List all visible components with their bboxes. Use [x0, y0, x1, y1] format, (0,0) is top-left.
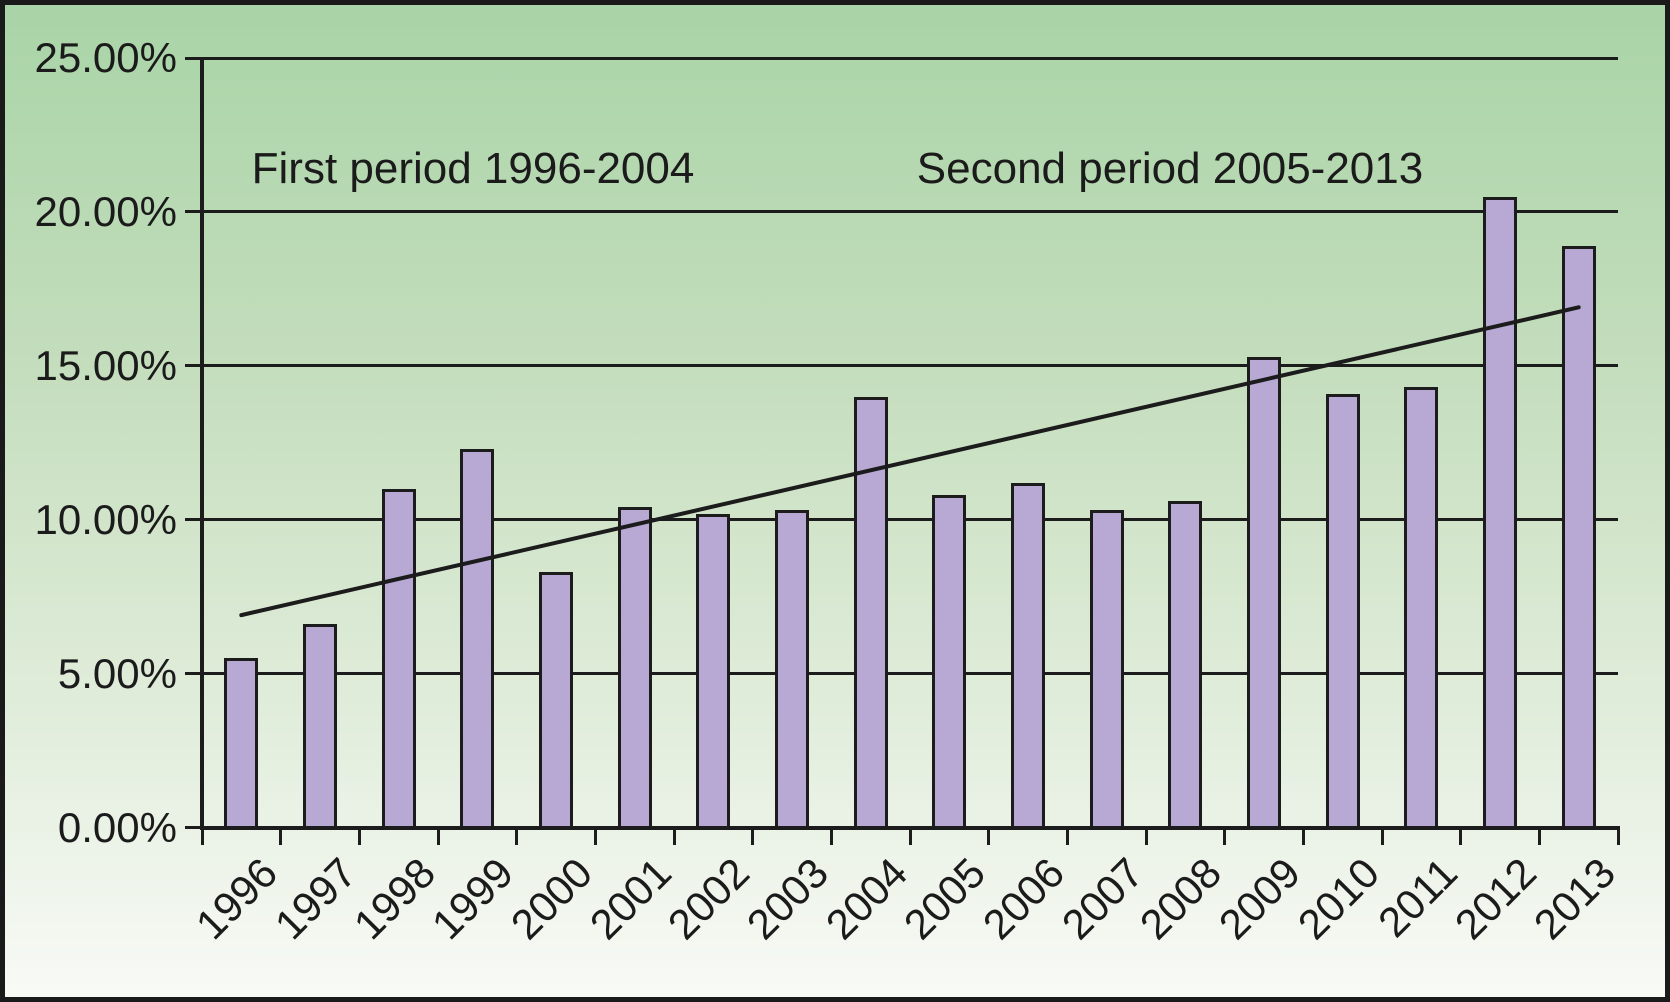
- y-axis-tick: [185, 518, 202, 522]
- x-axis-tick: [436, 827, 440, 845]
- x-axis-tick: [1065, 827, 1069, 845]
- x-axis-tick: [672, 827, 676, 845]
- bar-2001: [617, 507, 652, 828]
- bar-2011: [1404, 387, 1439, 828]
- trend-line-overlay: [239, 305, 1581, 618]
- y-axis-tick: [185, 364, 202, 368]
- bar-2013: [1561, 245, 1596, 828]
- x-axis-tick: [1616, 827, 1620, 845]
- gridline-10: [202, 518, 1618, 522]
- x-axis-line: [200, 825, 1620, 830]
- y-axis-label: 15.00%: [34, 341, 177, 389]
- x-axis-tick: [1301, 827, 1305, 845]
- bar-2003: [775, 510, 809, 828]
- y-axis-tick: [185, 210, 202, 214]
- x-axis-tick: [357, 827, 361, 845]
- x-axis-tick: [515, 827, 519, 845]
- x-axis-tick: [200, 827, 204, 845]
- y-axis-label: 10.00%: [34, 495, 177, 543]
- gridline-25: [202, 56, 1618, 60]
- y-axis-tick: [185, 826, 202, 829]
- gridline-15: [202, 364, 1618, 368]
- bar-2000: [539, 572, 573, 828]
- x-axis-tick: [829, 827, 833, 845]
- bar-2012: [1483, 196, 1517, 828]
- annotation-first-period: First period 1996-2004: [251, 144, 695, 193]
- bar-1999: [460, 448, 495, 828]
- y-axis-tick: [185, 672, 202, 676]
- bar-2002: [696, 513, 731, 828]
- y-axis-label: 0.00%: [57, 803, 177, 851]
- x-axis-tick: [1537, 827, 1541, 845]
- bar-2008: [1168, 501, 1203, 828]
- bar-1998: [381, 488, 416, 828]
- x-axis-tick: [279, 827, 283, 845]
- bar-2009: [1247, 356, 1281, 828]
- y-axis-label: 5.00%: [57, 649, 177, 697]
- y-axis-line: [200, 58, 204, 830]
- bar-2010: [1325, 393, 1360, 828]
- y-axis-label: 20.00%: [34, 187, 177, 235]
- x-axis-tick: [593, 827, 597, 845]
- x-axis-tick: [987, 827, 991, 845]
- trend-line: [239, 305, 1581, 618]
- bar-1996: [224, 658, 259, 828]
- x-axis-tick: [1459, 827, 1463, 845]
- bar-2007: [1089, 510, 1124, 828]
- x-axis-tick: [1223, 827, 1227, 845]
- bar-1997: [303, 624, 337, 828]
- bar-2006: [1011, 482, 1045, 828]
- gridline-20: [202, 210, 1618, 214]
- x-axis-tick: [1380, 827, 1384, 845]
- bar-2005: [932, 495, 967, 828]
- annotation-second-period: Second period 2005-2013: [916, 144, 1424, 193]
- x-axis-tick: [751, 827, 755, 845]
- y-axis-label: 25.00%: [34, 34, 177, 81]
- y-axis-tick: [185, 56, 202, 60]
- x-axis-tick: [1144, 827, 1148, 845]
- gridline-5: [202, 672, 1618, 676]
- x-axis-tick: [908, 827, 912, 845]
